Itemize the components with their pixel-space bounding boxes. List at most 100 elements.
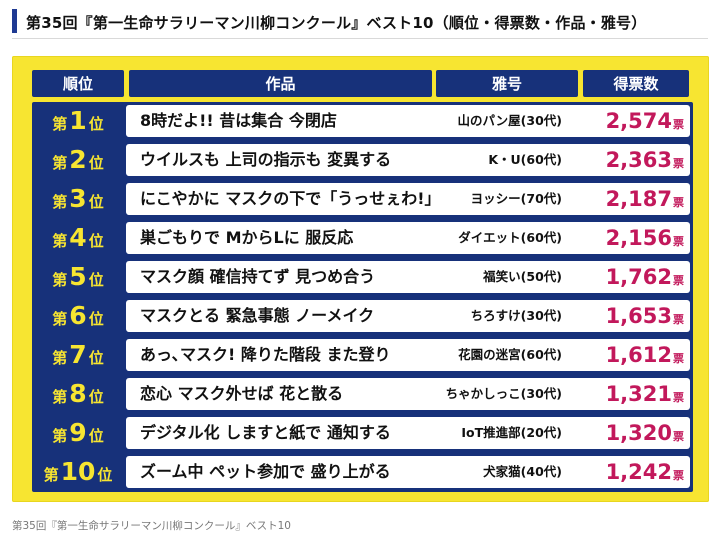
- header-author: 雅号: [436, 70, 578, 97]
- rank-prefix: 第: [52, 115, 68, 133]
- vote-count: 1,242票: [606, 456, 684, 488]
- vote-value: 1,321: [605, 382, 672, 406]
- rank-prefix: 第: [52, 349, 68, 367]
- vote-value: 1,320: [605, 421, 672, 445]
- table-row: 第 5 位マスク顔 確信持てず 見つめ合う 福笑い(50代) 1,762票: [32, 258, 693, 297]
- author-pen-name: ちゃかしっこ(30代): [445, 386, 562, 401]
- rank-number: 10: [60, 457, 96, 486]
- rank-number: 8: [69, 379, 87, 408]
- rank-number: 1: [69, 106, 87, 135]
- work-text: にこやかに マスクの下で「うっせぇわ!」: [140, 189, 441, 208]
- vote-unit: 票: [673, 313, 684, 326]
- rank-prefix: 第: [52, 154, 68, 172]
- rank-number: 2: [69, 145, 87, 174]
- row-content: 巣ごもりで MからLに 服反応 ダイエット(60代) 2,156票: [126, 222, 690, 254]
- heading-accent-bar: [12, 9, 17, 33]
- rank-prefix: 第: [43, 466, 59, 484]
- rank-suffix: 位: [88, 154, 104, 172]
- vote-unit: 票: [673, 118, 684, 131]
- vote-value: 2,156: [605, 226, 672, 250]
- work-text: 巣ごもりで MからLに 服反応: [140, 228, 354, 247]
- header-votes: 得票数: [583, 70, 689, 97]
- ranking-rows: 第 1 位 8時だよ!! 昔は集合 今閉店 山のパン屋(30代) 2,574票第 2 位ウイル…: [32, 102, 693, 492]
- author-pen-name: 花園の迷宮(60代): [458, 347, 562, 362]
- rank-suffix: 位: [88, 271, 104, 289]
- table-row: 第 7 位あっ､マスク! 降りた階段 また登り 花園の迷宮(60代) 1,612票: [32, 336, 693, 375]
- table-row: 第 2 位ウイルスも 上司の指示も 変異する K・U(60代) 2,363票: [32, 141, 693, 180]
- row-content: デジタル化 しますと紙で 通知する IoT推進部(20代) 1,320票: [126, 417, 690, 449]
- row-content: マスク顔 確信持てず 見つめ合う 福笑い(50代) 1,762票: [126, 261, 690, 293]
- rank-number: 4: [69, 223, 87, 252]
- vote-count: 1,762票: [606, 261, 684, 293]
- work-text: マスクとる 緊急事態 ノーメイク: [140, 306, 375, 325]
- row-content: ウイルスも 上司の指示も 変異する K・U(60代) 2,363票: [126, 144, 690, 176]
- rank-number: 7: [69, 340, 87, 369]
- work-text: 恋心 マスク外せば 花と散る: [140, 384, 344, 403]
- vote-count: 1,653票: [606, 300, 684, 332]
- row-content: ズーム中 ペット参加で 盛り上がる 犬家猫(40代) 1,242票: [126, 456, 690, 488]
- vote-count: 1,320票: [606, 417, 684, 449]
- work-text: ウイルスも 上司の指示も 変異する: [140, 150, 392, 169]
- table-row: 第 8 位恋心 マスク外せば 花と散る ちゃかしっこ(30代) 1,321票: [32, 375, 693, 414]
- vote-value: 1,762: [605, 265, 672, 289]
- author-pen-name: IoT推進部(20代): [461, 425, 562, 440]
- vote-count: 1,321票: [606, 378, 684, 410]
- rank-number: 9: [69, 418, 87, 447]
- vote-count: 2,574票: [606, 105, 684, 137]
- vote-unit: 票: [673, 430, 684, 443]
- rank-prefix: 第: [52, 310, 68, 328]
- rank-suffix: 位: [97, 466, 113, 484]
- vote-count: 2,363票: [606, 144, 684, 176]
- work-text: ズーム中 ペット参加で 盛り上がる: [140, 462, 391, 481]
- rank-prefix: 第: [52, 232, 68, 250]
- row-content: 8時だよ!! 昔は集合 今閉店 山のパン屋(30代) 2,574票: [126, 105, 690, 137]
- vote-value: 1,653: [605, 304, 672, 328]
- vote-unit: 票: [673, 352, 684, 365]
- work-text: あっ､マスク! 降りた階段 また登り: [140, 345, 391, 364]
- vote-unit: 票: [673, 235, 684, 248]
- author-pen-name: ヨッシー(70代): [470, 191, 562, 206]
- vote-value: 2,187: [605, 187, 672, 211]
- rank-suffix: 位: [88, 232, 104, 250]
- table-row: 第 1 位 8時だよ!! 昔は集合 今閉店 山のパン屋(30代) 2,574票: [32, 102, 693, 141]
- author-pen-name: K・U(60代): [488, 152, 562, 167]
- rank-label: 第 10 位: [35, 456, 121, 488]
- work-text: 8時だよ!! 昔は集合 今閉店: [140, 111, 337, 130]
- rank-prefix: 第: [52, 193, 68, 211]
- rank-prefix: 第: [52, 427, 68, 445]
- vote-count: 2,156票: [606, 222, 684, 254]
- vote-value: 2,363: [605, 148, 672, 172]
- vote-unit: 票: [673, 391, 684, 404]
- table-row: 第 6 位マスクとる 緊急事態 ノーメイク ちろすけ(30代) 1,653票: [32, 297, 693, 336]
- author-pen-name: 犬家猫(40代): [483, 464, 562, 479]
- vote-value: 1,612: [605, 343, 672, 367]
- vote-unit: 票: [673, 469, 684, 482]
- rank-suffix: 位: [88, 388, 104, 406]
- author-pen-name: ちろすけ(30代): [470, 308, 562, 323]
- ranking-board: 順位 作品 雅号 得票数 第 1 位 8時だよ!! 昔は集合 今閉店 山のパン屋(30代…: [12, 56, 709, 502]
- vote-unit: 票: [673, 157, 684, 170]
- rank-prefix: 第: [52, 388, 68, 406]
- row-content: 恋心 マスク外せば 花と散る ちゃかしっこ(30代) 1,321票: [126, 378, 690, 410]
- image-caption: 第35回『第一生命サラリーマン川柳コンクール』ベスト10: [12, 520, 291, 532]
- work-text: デジタル化 しますと紙で 通知する: [140, 423, 391, 442]
- article-heading: 第35回『第一生命サラリーマン川柳コンクール』ベスト10（順位・得票数・作品・雅…: [12, 6, 708, 39]
- rank-suffix: 位: [88, 427, 104, 445]
- row-content: マスクとる 緊急事態 ノーメイク ちろすけ(30代) 1,653票: [126, 300, 690, 332]
- table-row: 第 10 位ズーム中 ペット参加で 盛り上がる 犬家猫(40代) 1,242票: [32, 453, 693, 492]
- vote-value: 1,242: [605, 460, 672, 484]
- vote-count: 2,187票: [606, 183, 684, 215]
- row-content: にこやかに マスクの下で「うっせぇわ!」 ヨッシー(70代) 2,187票: [126, 183, 690, 215]
- work-text: マスク顔 確信持てず 見つめ合う: [140, 267, 376, 286]
- vote-count: 1,612票: [606, 339, 684, 371]
- rank-number: 3: [69, 184, 87, 213]
- vote-unit: 票: [673, 196, 684, 209]
- rank-number: 6: [69, 301, 87, 330]
